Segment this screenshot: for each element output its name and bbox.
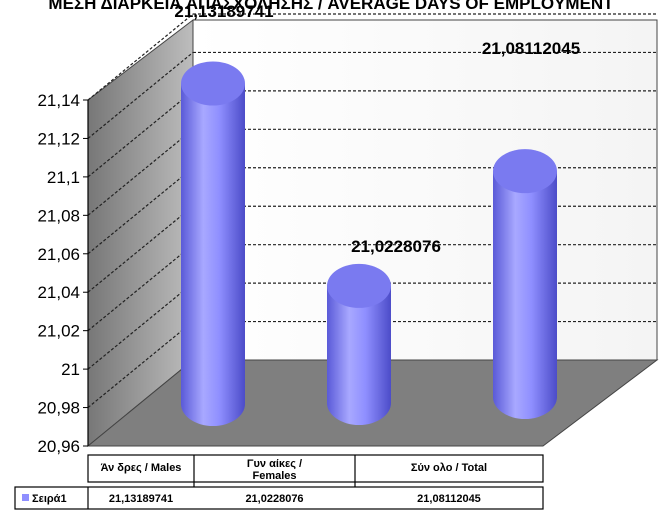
back-wall <box>192 19 658 361</box>
y-tick-label: 21,06 <box>37 245 80 264</box>
bars <box>181 61 557 426</box>
bar-top <box>181 61 245 106</box>
bar-body <box>181 83 245 426</box>
grid-line-side <box>87 244 194 332</box>
bar-top <box>327 263 391 308</box>
y-tick-label: 21,1 <box>47 168 80 187</box>
data-table: Άν δρες / Males Γυν αίκες /Females Σύν ολο… <box>14 454 544 510</box>
category-label: Females <box>252 470 296 482</box>
category-label: Γυν αίκες / <box>247 458 302 470</box>
data-label: 21,08112045 <box>482 39 580 58</box>
bar <box>181 61 245 426</box>
y-tick-label: 21,12 <box>37 129 80 148</box>
grid-line-side <box>87 205 194 293</box>
table-value: 21,13189741 <box>109 493 173 505</box>
bar <box>327 263 391 425</box>
category-label: Σύν ολο / Total <box>411 462 487 474</box>
series-name: Σειρά1 <box>32 493 67 505</box>
y-tick-label: 20,98 <box>37 399 80 418</box>
grid-lines <box>87 13 657 409</box>
grid-line-side <box>87 13 194 101</box>
grid-line-side <box>87 51 194 139</box>
chart-title: ΜΕΣΗ ΔΙΑΡΚΕΙΑ ΑΠΑΣΧΟΛΗΣΗΣ / AVERAGE DAYS… <box>48 0 614 13</box>
y-tick-label: 21,14 <box>37 91 80 110</box>
table-header-row <box>87 454 544 483</box>
legend-swatch <box>22 494 29 501</box>
grid-line-side <box>87 128 194 216</box>
grid-line-side <box>87 321 194 409</box>
y-tick-label: 21,08 <box>37 206 80 225</box>
category-label: Άν δρες / Males <box>101 462 182 474</box>
data-label: 21,13189741 <box>174 2 273 21</box>
y-tick-label: 21,04 <box>37 283 80 302</box>
grid-line-side <box>87 167 194 255</box>
table-series-row <box>14 486 544 510</box>
grid-line-side <box>87 90 194 178</box>
grid-line-side <box>87 282 194 370</box>
y-tick-label: 21,02 <box>37 322 80 341</box>
table-value: 21,08112045 <box>417 493 481 505</box>
data-label: 21,0228076 <box>351 237 441 256</box>
table-value: 21,0228076 <box>245 493 303 505</box>
bar <box>493 149 557 419</box>
y-tick-label: 20,96 <box>37 437 80 456</box>
y-tick-label: 21 <box>61 360 80 379</box>
data-labels: 21,13189741 21,0228076 21,08112045 <box>174 2 580 256</box>
bar-body <box>493 171 557 419</box>
y-axis: 20,96 20,98 21 21,02 21,04 21,06 21,08 21,1 21,1… <box>37 91 89 456</box>
bar-body <box>327 285 391 425</box>
bar-top <box>493 149 557 194</box>
